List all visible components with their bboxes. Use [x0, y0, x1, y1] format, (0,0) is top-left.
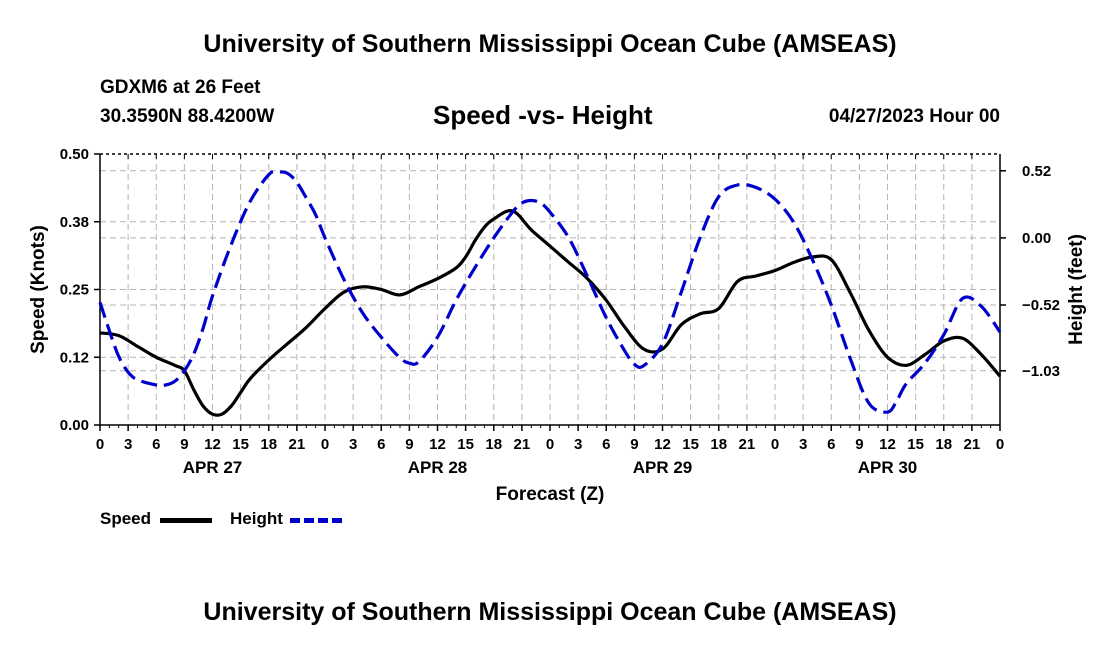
x-tick-label: 6 [827, 436, 835, 453]
x-tick-label: 15 [232, 436, 249, 453]
x-tick-label: 0 [321, 436, 329, 453]
height-series-line [98, 169, 1002, 414]
day-label: APR 30 [858, 458, 918, 477]
day-label: APR 28 [408, 458, 468, 477]
y-tick-label: 0.50 [60, 146, 89, 163]
x-tick-label: 3 [799, 436, 807, 453]
y-tick-label: 0.00 [60, 417, 89, 434]
x-tick-label: 0 [996, 436, 1004, 453]
legend-height-label: Height [230, 509, 283, 528]
x-tick-label: 21 [964, 436, 981, 453]
y2-tick-label: −1.03 [1022, 363, 1060, 380]
x-axis-title: Forecast (Z) [496, 484, 605, 505]
x-tick-label: 9 [180, 436, 188, 453]
x-tick-label: 9 [630, 436, 638, 453]
x-tick-label: 0 [546, 436, 554, 453]
speed-series-line [99, 209, 1002, 417]
legend-height-swatch [290, 518, 342, 523]
x-tick-label: 6 [152, 436, 160, 453]
x-tick-label: 15 [907, 436, 924, 453]
x-tick-label: 6 [377, 436, 385, 453]
y-tick-label: 0.12 [60, 349, 89, 366]
x-tick-label: 0 [771, 436, 779, 453]
bottom-title: University of Southern Mississippi Ocean… [203, 598, 897, 626]
x-tick-label: 3 [349, 436, 357, 453]
y2-tick-label: −0.52 [1022, 297, 1060, 314]
x-tick-label: 0 [96, 436, 104, 453]
y-tick-label: 0.25 [60, 282, 89, 299]
y-axis-title: Speed (Knots) [28, 225, 49, 354]
x-tick-label: 3 [574, 436, 582, 453]
y-tick-label: 0.38 [60, 214, 89, 231]
x-tick-label: 18 [935, 436, 952, 453]
x-tick-label: 15 [682, 436, 699, 453]
x-tick-label: 9 [405, 436, 413, 453]
y2-tick-label: 0.00 [1022, 230, 1051, 247]
x-tick-label: 21 [514, 436, 531, 453]
x-tick-label: 9 [855, 436, 863, 453]
station-label: GDXM6 at 26 Feet [100, 77, 261, 98]
top-title: University of Southern Mississippi Ocean… [203, 30, 897, 58]
legend-speed-swatch [160, 518, 212, 523]
x-tick-label: 21 [739, 436, 756, 453]
x-tick-label: 6 [602, 436, 610, 453]
date-label: 04/27/2023 Hour 00 [828, 106, 1000, 127]
x-tick-label: 18 [485, 436, 502, 453]
day-label: APR 29 [633, 458, 693, 477]
x-tick-label: 21 [289, 436, 306, 453]
x-tick-label: 12 [879, 436, 896, 453]
x-tick-label: 18 [260, 436, 277, 453]
coordinates-label: 30.3590N 88.4200W [100, 106, 275, 127]
x-tick-label: 12 [654, 436, 671, 453]
x-tick-label: 15 [457, 436, 474, 453]
y2-tick-label: 0.52 [1022, 163, 1051, 180]
legend-speed-label: Speed [100, 509, 152, 528]
chart-title: Speed -vs- Height [433, 100, 653, 130]
y2-axis-title: Height (feet) [1066, 234, 1087, 345]
x-tick-label: 12 [204, 436, 221, 453]
x-tick-label: 3 [124, 436, 132, 453]
day-label: APR 27 [183, 458, 243, 477]
x-tick-label: 18 [710, 436, 727, 453]
x-tick-label: 12 [429, 436, 446, 453]
